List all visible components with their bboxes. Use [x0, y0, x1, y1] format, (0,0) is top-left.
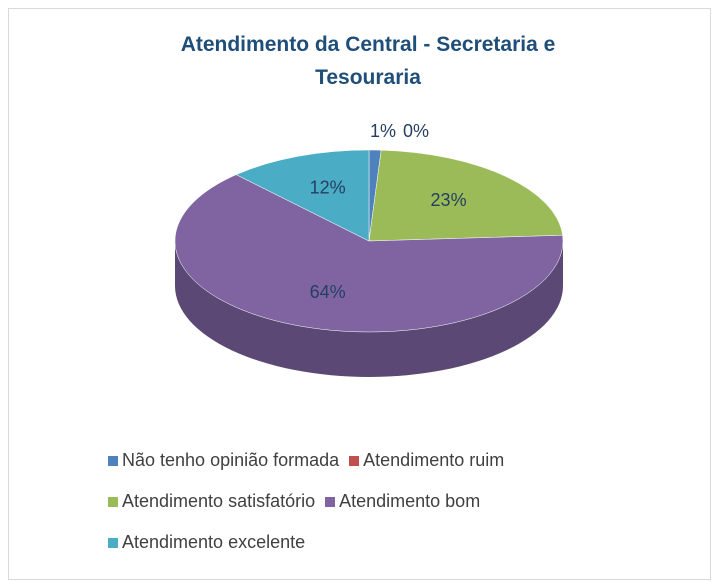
- legend-item: Atendimento bom: [325, 491, 480, 512]
- legend-item: Atendimento ruim: [349, 450, 504, 471]
- data-label: 12%: [310, 177, 346, 197]
- legend-label: Atendimento ruim: [363, 450, 505, 470]
- legend-label: Não tenho opinião formada: [122, 450, 340, 470]
- legend-swatch: [108, 537, 118, 548]
- data-label: 23%: [431, 190, 467, 210]
- legend-label: Atendimento bom: [339, 491, 481, 511]
- slice: [368, 149, 563, 242]
- data-label: 0%: [403, 121, 429, 141]
- slice: [235, 149, 370, 242]
- legend-swatch: [349, 455, 360, 466]
- legend-item: Atendimento excelente: [108, 532, 305, 553]
- data-label: 64%: [310, 282, 346, 302]
- data-label: 1%: [370, 121, 396, 141]
- legend-swatch: [325, 496, 336, 507]
- legend-label: Atendimento satisfatório: [122, 491, 316, 511]
- slice: [174, 174, 564, 333]
- legend-label: Atendimento excelente: [122, 532, 306, 552]
- legend: Não tenho opinião formada Atendimento rui…: [108, 450, 578, 553]
- slice-side: [175, 241, 563, 377]
- legend-item: Atendimento satisfatório: [108, 491, 315, 512]
- legend-item: Não tenho opinião formada: [108, 450, 339, 471]
- legend-swatch: [108, 496, 118, 507]
- legend-swatch: [108, 455, 118, 466]
- chart-title: Atendimento da Central - Secretaria e Te…: [180, 33, 556, 89]
